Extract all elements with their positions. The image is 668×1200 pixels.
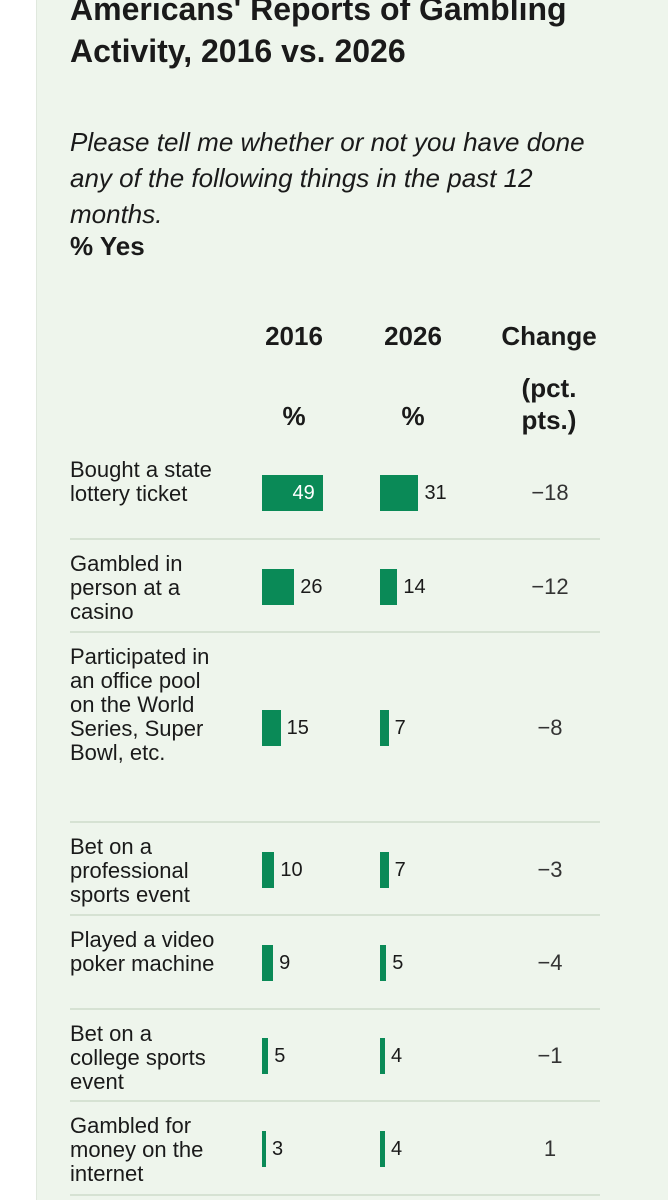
row-label: Bet on a professional sports event <box>70 834 190 907</box>
table-row: Gambled in person at a casino 26 14 −12 <box>70 540 600 633</box>
change-value: −3 <box>537 857 563 882</box>
data-label-2016: 26 <box>300 576 323 598</box>
table-row: Bet on a college sports event 5 4 −1 <box>70 1010 600 1102</box>
data-label-2016: 49 <box>292 482 315 504</box>
column-header-change: Change <box>501 321 597 351</box>
table-row: Bet on a professional sports event 10 7 −3 <box>70 823 600 916</box>
column-subheader-2026: % <box>401 401 425 431</box>
change-value: −18 <box>531 480 569 505</box>
data-label-2016: 9 <box>279 952 291 974</box>
data-label-2016: 5 <box>274 1045 286 1067</box>
row-label: Bought a state lottery ticket <box>70 457 212 506</box>
column-header-2016: 2016 <box>265 321 323 351</box>
data-label-2026: 4 <box>390 1138 403 1160</box>
data-label-2026: 7 <box>394 717 406 739</box>
row-label: Participated in an office pool on the Wo… <box>70 644 210 765</box>
change-value: −12 <box>531 574 569 599</box>
data-label-2016: 3 <box>272 1138 284 1160</box>
change-value: −8 <box>537 715 563 740</box>
bar-2026 <box>380 1038 385 1074</box>
column-subheader-2016: % <box>282 401 306 431</box>
data-label-2026: 31 <box>424 482 447 504</box>
change-value: −1 <box>537 1043 563 1068</box>
data-label-2026: 4 <box>390 1045 403 1067</box>
bar-2026 <box>380 710 389 746</box>
bar-2016 <box>262 475 323 511</box>
bar-2016 <box>262 1131 266 1167</box>
chart-subtitle: Please tell me whether or not you have d… <box>70 127 585 229</box>
column-subheader-change: (pct. pts.) <box>521 373 577 435</box>
change-value: −4 <box>537 950 563 975</box>
data-label-2026: 14 <box>403 576 426 598</box>
bar-2016 <box>262 569 295 605</box>
data-label-2026: 7 <box>394 859 406 881</box>
bar-2026 <box>380 945 387 981</box>
bar-2016 <box>262 945 274 981</box>
chart-title: Americans' Reports of Gambling Activity,… <box>70 0 567 69</box>
bar-2016 <box>262 710 281 746</box>
table-row: Bought a state lottery ticket 49 31 −18 <box>70 446 600 540</box>
row-label: Bet on a college sports event <box>70 1021 206 1094</box>
table-row: Participated in an office pool on the Wo… <box>70 633 600 823</box>
change-value: 1 <box>543 1136 557 1161</box>
unit-label: % Yes <box>70 231 145 261</box>
bar-2026 <box>380 1131 385 1167</box>
row-label: Gambled for money on the internet <box>70 1113 204 1186</box>
table-row: Gambled for money on the internet 3 4 1 <box>70 1102 600 1196</box>
row-label: Gambled in person at a casino <box>70 551 183 624</box>
row-label: Played a video poker machine <box>70 927 215 976</box>
chart-panel <box>36 0 668 1200</box>
data-label-2016: 15 <box>286 717 309 739</box>
bar-2026 <box>380 852 389 888</box>
bar-2026 <box>380 569 398 605</box>
bar-2026 <box>380 475 419 511</box>
data-label-2026: 5 <box>392 952 404 974</box>
data-label-2016: 10 <box>280 859 303 881</box>
bar-2016 <box>262 1038 269 1074</box>
table-row: Played a video poker machine 9 5 −4 <box>70 916 600 1010</box>
column-header-2026: 2026 <box>384 321 442 351</box>
bar-2016 <box>262 852 275 888</box>
